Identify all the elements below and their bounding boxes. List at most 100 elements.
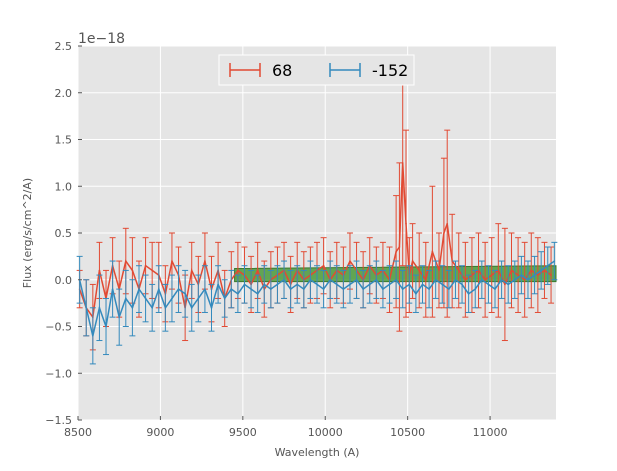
data-point (543, 269, 546, 272)
data-point (105, 325, 107, 328)
y-tick-label: 2.5 (55, 40, 73, 53)
data-point (151, 307, 153, 309)
data-point (484, 278, 486, 281)
data-point (438, 269, 440, 272)
data-point (131, 307, 134, 309)
data-point (375, 278, 378, 281)
data-point (303, 288, 305, 290)
data-point (263, 283, 266, 286)
y-tick-label: −0.5 (45, 321, 72, 334)
data-point (283, 278, 285, 281)
x-tick-label: 8500 (64, 426, 92, 439)
series-152 (76, 241, 558, 365)
data-point (342, 288, 345, 290)
data-point (494, 288, 496, 290)
data-point (322, 264, 325, 267)
data-point (256, 269, 259, 272)
y-tick-label: 1.0 (55, 180, 73, 193)
x-axis-label: Wavelength (A) (275, 446, 360, 459)
data-point (481, 278, 483, 281)
data-point (513, 278, 516, 281)
data-point (408, 283, 411, 286)
data-point (237, 269, 239, 272)
y-tick-label: −1.0 (45, 367, 72, 380)
data-point (464, 278, 467, 281)
data-point (329, 278, 331, 281)
data-point (401, 288, 404, 290)
x-tick-label: 10000 (308, 426, 343, 439)
data-point (454, 278, 457, 281)
data-point (421, 283, 424, 286)
data-point (190, 307, 193, 309)
data-point (507, 283, 510, 286)
y-tick-label: 0.0 (55, 274, 73, 287)
data-point (401, 162, 404, 164)
data-point (98, 269, 101, 272)
data-point (322, 288, 325, 290)
data-point (197, 297, 200, 300)
legend-entry-152: -152 (329, 61, 408, 80)
data-point (250, 288, 252, 290)
data-point (118, 316, 121, 318)
data-point (415, 292, 417, 295)
data-point (441, 283, 444, 286)
data-point (349, 283, 351, 286)
data-point (171, 260, 173, 262)
data-point (204, 260, 206, 262)
y-tick-label: −1.5 (45, 414, 72, 427)
data-point (398, 246, 401, 248)
data-point (98, 307, 101, 309)
legend: 68 -152 (218, 54, 415, 86)
legend-label-68: 68 (272, 61, 292, 80)
data-point (111, 288, 114, 290)
data-point (448, 288, 450, 290)
data-point (411, 260, 414, 262)
data-point (368, 283, 371, 286)
data-point (395, 278, 397, 281)
data-point (270, 288, 272, 290)
legend-entry-68: 68 (229, 61, 292, 80)
data-point (533, 274, 536, 276)
data-point (131, 269, 134, 272)
data-point (190, 269, 193, 272)
x-tick-label: 9000 (146, 426, 174, 439)
data-point (296, 283, 299, 286)
data-point (474, 288, 477, 290)
y-tick-label: 0.5 (55, 227, 73, 240)
y-tick-label: 1.5 (55, 134, 73, 147)
data-point (210, 307, 213, 309)
data-point (85, 307, 88, 309)
data-point (309, 278, 312, 281)
data-point (138, 288, 140, 290)
data-point (144, 297, 147, 300)
data-point (230, 288, 233, 290)
data-point (446, 222, 449, 225)
data-point (443, 232, 445, 234)
data-point (223, 297, 226, 300)
y-tick-label: 2.0 (55, 87, 73, 100)
data-point (490, 274, 493, 276)
data-point (520, 274, 523, 276)
data-point (487, 283, 490, 286)
x-tick-label: 11000 (473, 426, 508, 439)
data-point (517, 274, 519, 276)
data-point (237, 292, 239, 295)
data-point (537, 274, 539, 276)
data-point (125, 297, 127, 300)
data-point (434, 278, 437, 281)
data-point (527, 278, 529, 281)
data-point (467, 292, 470, 295)
data-point (523, 278, 526, 281)
data-point (395, 250, 397, 253)
data-point (335, 283, 338, 286)
data-point (553, 260, 556, 262)
data-point (530, 269, 533, 272)
data-point (424, 278, 427, 281)
data-point (125, 260, 127, 262)
data-point (546, 264, 549, 267)
data-point (316, 283, 318, 286)
axes-layer: 8500 9000 9500 10000 10500 11000 −1.5 −1.0 −0.5 0… (45, 40, 507, 439)
series-layer (76, 59, 558, 365)
data-point (418, 269, 420, 272)
data-point (243, 283, 246, 286)
